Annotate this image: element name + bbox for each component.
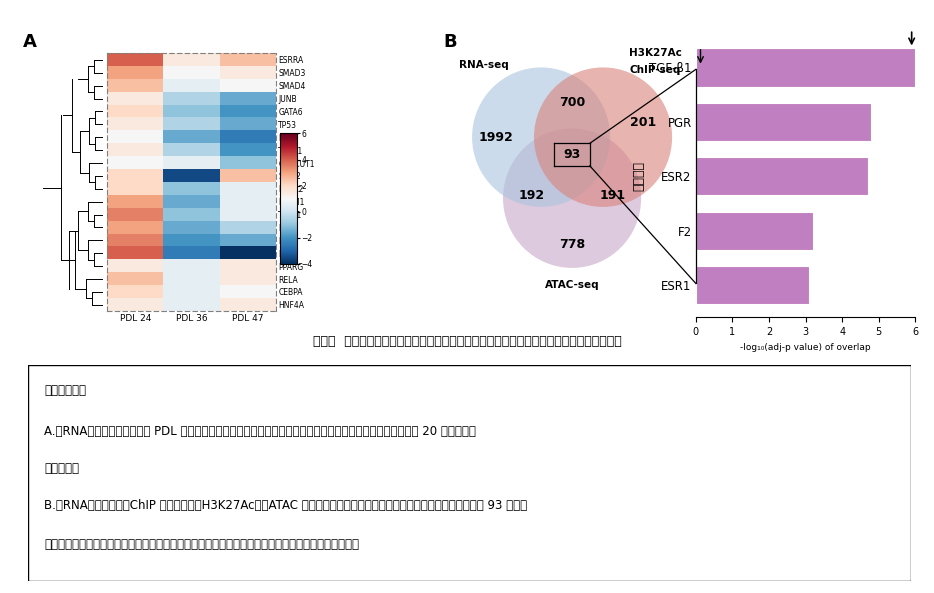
Text: ＜試験方法＞: ＜試験方法＞ — [44, 384, 86, 397]
Text: 図２．  皮膚線維芽細胞を用いた細胞老化誘導における次世代シーケンサーによる統合解析: 図２． 皮膚線維芽細胞を用いた細胞老化誘導における次世代シーケンサーによる統合解… — [313, 335, 621, 348]
Text: 解析した。: 解析した。 — [44, 462, 78, 475]
Text: B: B — [444, 33, 458, 50]
Text: 1992: 1992 — [478, 130, 514, 144]
Bar — [696, 266, 809, 304]
Text: 700: 700 — [559, 96, 586, 109]
Text: 192: 192 — [518, 189, 545, 202]
Text: B.　RNAシーケンス、ChIP シーケンス（H3K27Ac）、ATAC シーケンスで変動する遣伝子のベン図を作成し、共通する 93 遣伝子: B. RNAシーケンス、ChIP シーケンス（H3K27Ac）、ATAC シーケ… — [44, 499, 527, 512]
Text: A: A — [23, 33, 37, 50]
Text: H3K27Ac: H3K27Ac — [629, 48, 682, 58]
Bar — [696, 49, 915, 87]
X-axis label: -log₁₀(adj-p value) of overlap: -log₁₀(adj-p value) of overlap — [741, 343, 870, 352]
Text: を抜出し、上流因子の探索を行うためにパスウェイ解析を実施した。（大阪大学豊白質研究所実施）: を抜出し、上流因子の探索を行うためにパスウェイ解析を実施した。（大阪大学豊白質研… — [44, 538, 359, 551]
Ellipse shape — [472, 68, 610, 207]
Text: ATAC-seq: ATAC-seq — [545, 280, 600, 291]
Text: A.　RNAシーケンスにおいて PDL の増加によって変動する遣伝子発現データを用いて、それらを制御する上位 20 転写因子を: A. RNAシーケンスにおいて PDL の増加によって変動する遣伝子発現データを… — [44, 425, 475, 438]
Y-axis label: 上流因子: 上流因子 — [632, 161, 645, 192]
Text: 93: 93 — [563, 148, 581, 161]
Bar — [696, 212, 813, 250]
Bar — [696, 103, 871, 141]
Ellipse shape — [503, 129, 641, 268]
Text: 201: 201 — [630, 116, 657, 129]
Bar — [696, 157, 868, 196]
Ellipse shape — [534, 68, 672, 207]
Text: 191: 191 — [600, 189, 626, 202]
Text: 778: 778 — [559, 238, 585, 251]
Text: RNA-seq: RNA-seq — [460, 59, 509, 69]
Text: ChIP-seq: ChIP-seq — [630, 65, 681, 75]
